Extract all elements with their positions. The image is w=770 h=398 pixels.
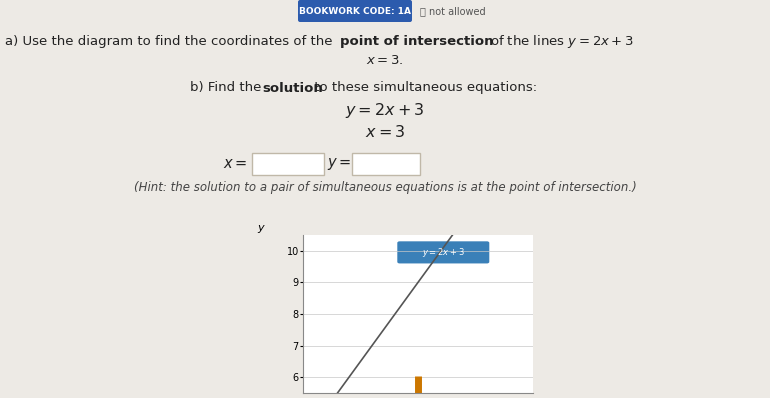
Text: $x =$: $x =$	[223, 156, 248, 172]
Text: $y = 2x + 3$: $y = 2x + 3$	[345, 101, 425, 119]
Text: (Hint: the solution to a pair of simultaneous equations is at the point of inter: (Hint: the solution to a pair of simulta…	[134, 181, 636, 195]
Text: of the lines $y = 2x + 3$: of the lines $y = 2x + 3$	[490, 33, 634, 49]
FancyBboxPatch shape	[397, 241, 489, 263]
Bar	[252, 153, 324, 175]
Text: $y =$: $y =$	[327, 156, 351, 172]
Y-axis label: $y$: $y$	[257, 223, 266, 235]
Text: a) Use the diagram to find the coordinates of the: a) Use the diagram to find the coordinat…	[5, 35, 336, 47]
Text: $y = 2x + 3$: $y = 2x + 3$	[422, 246, 464, 259]
Text: point of intersection: point of intersection	[340, 35, 494, 47]
Text: 🞨 not allowed: 🞨 not allowed	[420, 6, 486, 16]
Text: to these simultaneous equations:: to these simultaneous equations:	[310, 82, 537, 94]
FancyBboxPatch shape	[298, 0, 412, 22]
Bar	[352, 153, 420, 175]
Text: BOOKWORK CODE: 1A: BOOKWORK CODE: 1A	[299, 6, 411, 16]
Text: $x = 3.$: $x = 3.$	[367, 55, 403, 68]
Text: $x = 3$: $x = 3$	[365, 124, 405, 140]
Text: b) Find the: b) Find the	[190, 82, 266, 94]
Text: solution: solution	[262, 82, 323, 94]
